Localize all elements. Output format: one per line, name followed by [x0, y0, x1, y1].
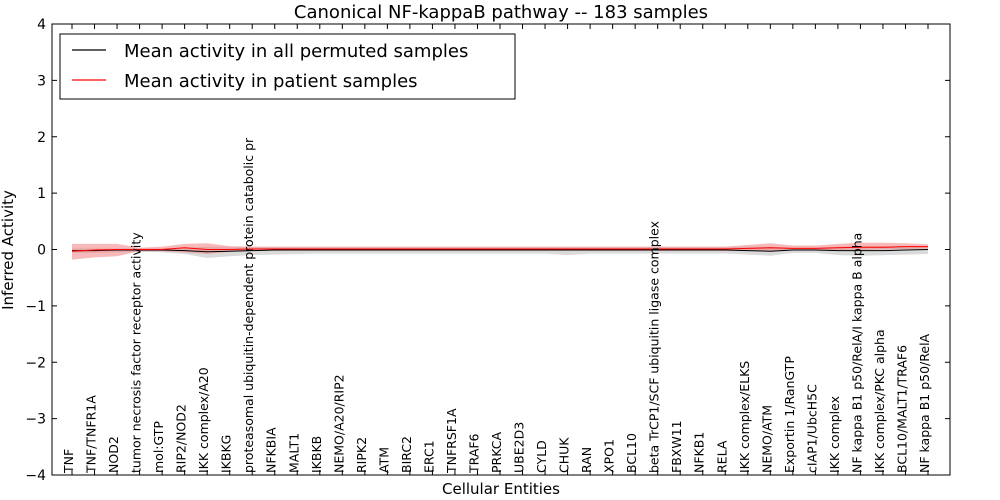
x-axis-label: Cellular Entities	[442, 480, 560, 498]
series-line-permuted	[72, 249, 929, 253]
chart-title: Canonical NF-kappaB pathway -- 183 sampl…	[294, 2, 708, 23]
y-axis-label: Inferred Activity	[0, 190, 17, 310]
x-tick-label: TNF/TNFR1A	[84, 395, 99, 474]
y-tick-label: −2	[25, 355, 46, 371]
x-tick-label: XPO1	[602, 439, 617, 473]
x-tick-label: CYLD	[534, 440, 549, 473]
x-tick-label: BIRC2	[399, 436, 414, 473]
x-tick-label: CHUK	[557, 437, 572, 473]
x-tick-label: NF kappa B1 p50/RelA	[917, 333, 932, 473]
x-tick-label: NF kappa B1 p50/RelA/I kappa B alpha	[849, 233, 864, 473]
x-tick-label: BCL10	[624, 433, 639, 473]
x-tick-label: UBE2D3	[512, 422, 527, 473]
x-tick-label: IKBKB	[309, 436, 324, 473]
x-tick-label: RELA	[714, 440, 729, 473]
x-tick-label: RAN	[579, 447, 594, 473]
y-tick-label: 0	[37, 243, 46, 259]
series-lines	[71, 246, 929, 253]
y-tick-label: −4	[25, 468, 46, 484]
x-tick-label: TRAF6	[466, 433, 481, 474]
x-tick-label: ATM	[376, 447, 391, 473]
x-tick-label: TNFRSF1A	[444, 408, 459, 474]
x-tick-label: RIPK2	[354, 437, 369, 473]
x-tick-label: cIAP1/UbcH5C	[804, 384, 819, 473]
y-tick-label: 3	[37, 73, 46, 89]
x-tick-label: FBXW11	[669, 420, 684, 473]
x-tick-label: IKK complex/A20	[196, 367, 211, 473]
x-tick-label: proteasomal ubiquitin-dependent protein …	[241, 137, 256, 473]
y-tick-label: −1	[25, 299, 46, 315]
x-tick-label: NEMO/A20/RIP2	[331, 374, 346, 473]
legend-label-patient: Mean activity in patient samples	[124, 71, 418, 92]
x-tick-label: IKK complex/PKC alpha	[872, 329, 887, 473]
x-tick-label: RIP2/NOD2	[174, 404, 189, 473]
x-tick-label: ERC1	[421, 440, 436, 473]
band-patient	[72, 242, 928, 260]
x-tick-label: NEMO/ATM	[759, 405, 774, 473]
x-tick-label: Exportin 1/RanGTP	[782, 356, 797, 473]
legend-box	[59, 33, 516, 100]
y-tick-label: 2	[37, 130, 46, 146]
x-tick-label: NOD2	[106, 436, 121, 473]
x-tick-label: IKBKG	[219, 435, 234, 473]
x-tick-label: PRKCA	[489, 432, 504, 473]
x-tick-label: NFKB1	[692, 432, 707, 473]
x-tick-label: BCL10/MALT1/TRAF6	[894, 345, 909, 473]
x-tick-label: beta TrCP1/SCF ubiquitin ligase complex	[647, 221, 662, 473]
x-tick-labels: TNF TNF/TNFR1A NOD2 tumor necrosis factor r…	[61, 137, 932, 474]
y-tick-label: 1	[37, 186, 46, 202]
x-tick-label: tumor necrosis factor receptor activity	[129, 232, 144, 473]
x-axis	[71, 24, 929, 475]
legend-label-permuted: Mean activity in all permuted samples	[124, 41, 468, 62]
y-axis: 4 3 2 1 0 −1 −2 −3 −4	[25, 17, 950, 484]
x-tick-label: NFKBIA	[264, 427, 279, 473]
x-tick-label: IKK complex	[827, 396, 842, 473]
x-tick-label: TNF	[61, 449, 76, 474]
x-tick-label: mol:GTP	[151, 421, 166, 473]
y-tick-label: 4	[37, 17, 46, 33]
y-tick-label: −3	[25, 412, 46, 428]
series-line-patient	[71, 246, 928, 252]
x-tick-label: MALT1	[286, 433, 301, 473]
legend: Mean activity in all permuted samples Me…	[59, 33, 516, 100]
x-tick-label: IKK complex/ELKS	[737, 361, 752, 473]
